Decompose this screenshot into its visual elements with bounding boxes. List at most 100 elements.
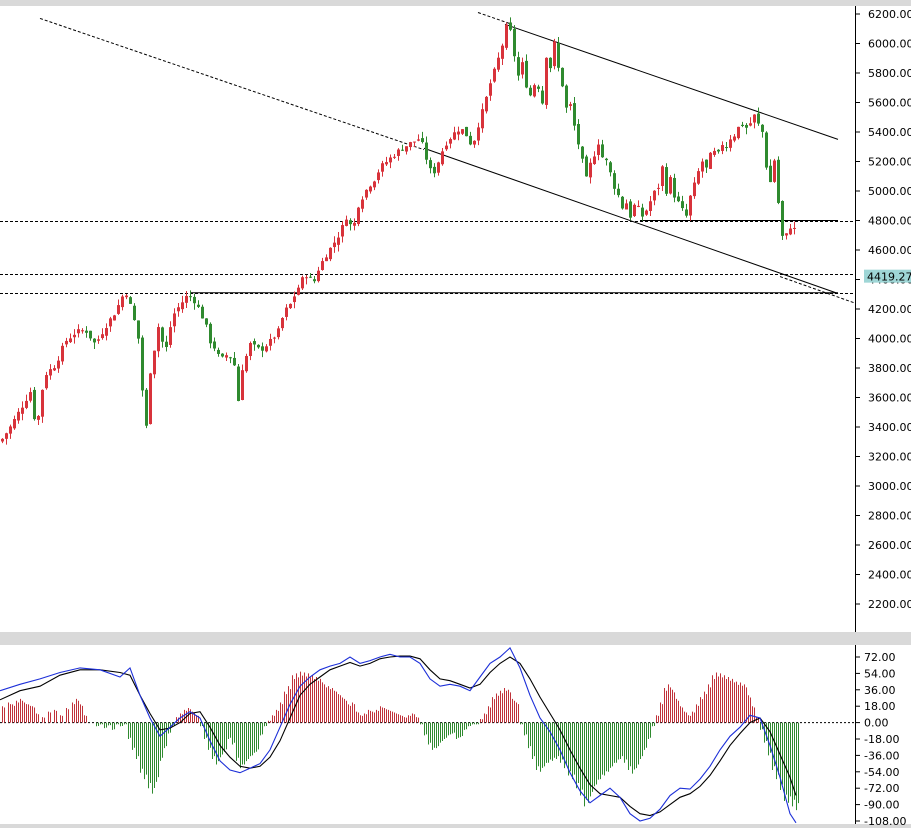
candle-body <box>53 368 56 371</box>
candle-body <box>277 328 280 338</box>
candle-body <box>601 144 604 158</box>
candle-body <box>233 357 236 366</box>
candle-body <box>45 375 48 389</box>
candle-body <box>69 338 72 343</box>
price-tick-label: 2800.00 <box>868 510 911 523</box>
candle-body <box>613 173 616 189</box>
candle-body <box>465 126 468 137</box>
panel-separator[interactable] <box>0 632 911 644</box>
price-tick-label: 2400.00 <box>868 569 911 582</box>
price-panel[interactable]: 6200.00 6000.00 5800.00 5600.00 5400.00 5200.… <box>0 6 911 632</box>
candle-body <box>581 146 584 159</box>
candle-body <box>249 343 252 357</box>
candle-body <box>217 349 220 354</box>
candle-body <box>657 187 660 189</box>
candle-body <box>229 357 232 359</box>
candle-body <box>733 136 736 141</box>
candle-body <box>633 204 636 217</box>
price-axis-area[interactable] <box>855 6 911 632</box>
candle-body <box>97 339 100 341</box>
candle-body <box>9 426 12 434</box>
candle-body <box>193 296 196 304</box>
candle-body <box>793 227 796 229</box>
candle-body <box>25 400 28 408</box>
candle-body <box>261 346 264 351</box>
candle-body <box>705 159 708 168</box>
candle-body <box>321 261 324 270</box>
macd-axis: 72.00 54.00 36.00 18.00 0.00 -18.00 -36.00 -54.… <box>855 651 906 828</box>
candle-body <box>13 418 16 429</box>
candle-body <box>625 203 628 210</box>
candle-body <box>397 149 400 156</box>
candle-body <box>305 277 308 279</box>
candle-body <box>81 330 84 332</box>
candle-body <box>329 247 332 260</box>
candle-body <box>453 132 456 140</box>
candle-body <box>753 114 756 123</box>
candle-body <box>133 305 136 321</box>
candle-body <box>405 146 408 152</box>
candle-body <box>773 160 776 182</box>
candle-body <box>213 341 216 349</box>
candle-body <box>393 156 396 158</box>
candle-body <box>561 67 564 87</box>
macd-tick-label: 0.00 <box>864 717 889 730</box>
candle-body <box>649 201 652 211</box>
candle-body <box>117 305 120 314</box>
candle-body <box>253 341 256 345</box>
candle-body <box>661 166 664 186</box>
candle-body <box>205 318 208 325</box>
candle-body <box>777 159 780 203</box>
candle-body <box>373 181 376 188</box>
candle-body <box>457 131 460 135</box>
candle-body <box>749 123 752 126</box>
candle-body <box>513 28 516 57</box>
candle-body <box>281 318 284 329</box>
candle-body <box>685 209 688 216</box>
candle-body <box>5 433 8 439</box>
candle-body <box>569 104 572 106</box>
candle-body <box>421 138 424 143</box>
macd-axis-area[interactable] <box>855 645 911 824</box>
candle-body <box>765 132 768 168</box>
candle-body <box>637 205 640 207</box>
candle-body <box>61 345 64 362</box>
candle-body <box>681 201 684 209</box>
candle-body <box>221 353 224 357</box>
macd-panel[interactable]: 72.00 54.00 36.00 18.00 0.00 -18.00 -36.00 -54.… <box>0 645 911 828</box>
candle-body <box>37 416 40 420</box>
dashed-trendline-extension <box>779 276 856 304</box>
candle-body <box>301 277 304 289</box>
candle-body <box>145 389 148 426</box>
candle-body <box>689 195 692 216</box>
candle-body <box>545 57 548 105</box>
candle-body <box>245 355 248 372</box>
last-price-badge: 4419.27 <box>864 269 911 284</box>
price-plot-area[interactable] <box>0 6 855 632</box>
candle-body <box>77 329 80 334</box>
candle-body <box>437 162 440 173</box>
candle-body <box>717 149 720 152</box>
candle-body <box>341 225 344 237</box>
candle-body <box>309 276 312 278</box>
price-tick-label: 5000.00 <box>868 185 911 198</box>
candle-body <box>721 145 724 151</box>
candle-body <box>629 201 632 218</box>
candle-body <box>1 438 4 442</box>
candle-body <box>617 188 620 196</box>
candle-body <box>389 157 392 163</box>
candle-body <box>269 338 272 346</box>
candle-body <box>757 113 760 124</box>
candle-body <box>497 57 500 70</box>
price-tick-label: 3800.00 <box>868 362 911 375</box>
candle-body <box>297 287 300 295</box>
candle-body <box>441 151 444 165</box>
macd-histogram <box>0 671 855 811</box>
candle-body <box>785 233 788 236</box>
candle-body <box>357 207 360 225</box>
macd-tick-label: 54.00 <box>864 667 896 680</box>
dashed-trendline <box>477 12 513 25</box>
candle-body <box>741 124 744 126</box>
last-price-label: 4419.27 <box>867 271 911 284</box>
candle-body <box>73 334 76 338</box>
